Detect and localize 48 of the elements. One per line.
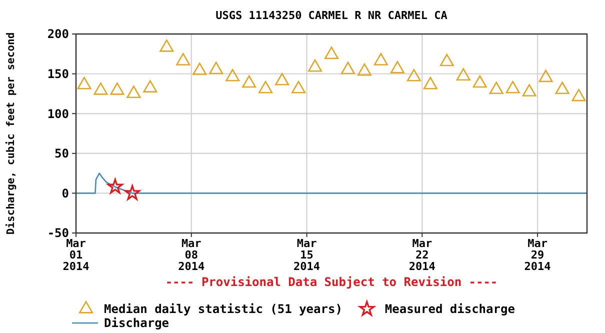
y-tick-label: 50: [54, 146, 69, 161]
point: [160, 40, 174, 52]
point: [555, 82, 570, 94]
point: [242, 75, 256, 88]
point: [126, 86, 141, 98]
point: [456, 68, 470, 81]
x-tick-label: Mar 08 2014: [178, 237, 206, 273]
y-tick-label: 100: [47, 106, 69, 121]
y-tick-label: 200: [47, 27, 69, 42]
legend-label: Discharge: [104, 316, 170, 330]
point: [258, 80, 273, 94]
legend-label: Median daily statistic (51 years): [104, 302, 342, 316]
point: [374, 53, 388, 66]
point: [143, 80, 158, 92]
point: [124, 185, 140, 200]
x-tick-label: Mar 15 2014: [294, 237, 320, 273]
point: [340, 62, 355, 74]
point: [538, 70, 553, 82]
y-tick-label: 150: [47, 67, 69, 81]
point: [324, 46, 339, 60]
legend-label: Measured discharge: [384, 302, 515, 316]
point: [522, 84, 536, 96]
point: [275, 72, 290, 86]
point: [506, 80, 520, 94]
point: [192, 62, 207, 75]
point: [489, 82, 504, 94]
y-tick-label: 0: [62, 186, 69, 200]
point: [110, 82, 124, 95]
x-tick-label: Mar 29 2014: [524, 237, 552, 273]
point: [209, 62, 224, 74]
point: [292, 80, 306, 94]
point: [390, 61, 404, 74]
point: [406, 68, 421, 82]
point: [572, 88, 586, 102]
point: [440, 54, 454, 66]
point: [107, 178, 123, 194]
point: [176, 53, 190, 66]
point: [357, 63, 372, 76]
chart-title: USGS 11143250 CARMEL R NR CARMEL CA: [216, 9, 448, 22]
x-tick-label: Mar 22 2014: [408, 237, 436, 273]
point: [226, 68, 240, 82]
y-axis-title: Discharge, cubic feet per second: [5, 32, 17, 235]
text: ---- Provisional Data Subject to Revision ----: [165, 275, 498, 289]
point: [308, 59, 322, 72]
point: [94, 82, 108, 95]
point: [423, 76, 438, 90]
point: [472, 75, 487, 88]
point: [77, 76, 92, 90]
